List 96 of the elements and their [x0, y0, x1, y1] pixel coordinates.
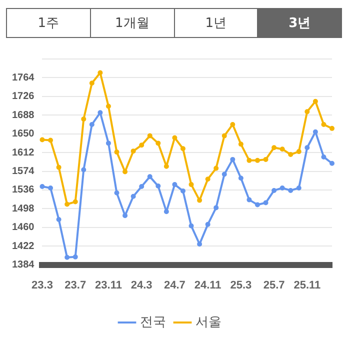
point	[205, 176, 210, 182]
point	[40, 137, 45, 142]
point	[64, 254, 70, 260]
point	[147, 133, 152, 138]
point	[188, 182, 194, 188]
point	[139, 142, 144, 148]
point	[139, 184, 144, 190]
x-tick-label: 25.3	[230, 279, 252, 292]
y-tick-label: 1612	[12, 147, 35, 158]
x-tick-label: 24.3	[130, 279, 152, 292]
point	[122, 213, 128, 218]
point	[197, 198, 202, 203]
x-tick-label: 24.7	[164, 279, 186, 292]
y-tick-label: 1726	[12, 91, 35, 102]
point	[272, 145, 277, 150]
point	[254, 158, 260, 163]
x-tick-label: 23.11	[95, 279, 122, 292]
text: 1개월	[90, 9, 174, 37]
point	[114, 150, 120, 155]
point	[246, 158, 252, 163]
legend-label: 서울	[196, 314, 222, 330]
point	[89, 80, 94, 86]
text: 1년	[174, 9, 258, 37]
x-tick-label: 25.7	[263, 279, 285, 292]
point	[156, 140, 161, 146]
point	[197, 242, 202, 247]
point	[130, 148, 136, 154]
y-tick-label: 1764	[12, 72, 35, 84]
point	[230, 156, 236, 162]
point	[214, 205, 219, 210]
point	[296, 185, 302, 190]
x-tick-label: 23.7	[64, 279, 86, 292]
y-tick-label: 1574	[12, 166, 35, 178]
text: 1주	[36, 15, 60, 33]
point	[222, 172, 227, 177]
point	[122, 169, 128, 174]
point	[246, 197, 252, 202]
point	[89, 122, 94, 127]
point	[272, 188, 277, 193]
y-tick-label: 1536	[12, 184, 35, 196]
point	[321, 154, 326, 160]
point	[330, 160, 334, 166]
point	[288, 188, 294, 193]
point	[296, 149, 302, 154]
point	[72, 199, 78, 204]
point	[56, 217, 62, 222]
y-tick-label: 1460	[12, 222, 35, 234]
point	[214, 166, 219, 171]
point	[40, 184, 45, 190]
point	[147, 174, 152, 180]
point	[304, 109, 310, 114]
point	[180, 146, 186, 152]
point	[156, 184, 161, 189]
point	[263, 200, 268, 206]
x-tick-label: 25.11	[294, 279, 321, 292]
point	[130, 194, 136, 199]
point	[48, 138, 54, 143]
point	[164, 209, 169, 214]
point	[254, 202, 260, 208]
point	[180, 188, 186, 194]
point	[106, 140, 111, 146]
y-tick-label: 1384	[12, 260, 35, 271]
point	[304, 145, 310, 150]
y-tick-label: 1498	[12, 203, 35, 214]
point	[64, 202, 70, 207]
y-tick-label: 1650	[12, 128, 35, 140]
point	[230, 122, 236, 127]
x-tick-label: 24.11	[194, 279, 222, 292]
point	[81, 167, 86, 172]
text: 3년	[257, 9, 341, 37]
point	[312, 98, 318, 104]
point	[172, 182, 178, 188]
point	[321, 122, 326, 127]
point	[280, 185, 285, 190]
point	[280, 146, 285, 152]
point	[56, 164, 62, 170]
point	[48, 185, 54, 190]
point	[114, 190, 120, 196]
point	[172, 135, 178, 140]
point	[106, 104, 111, 109]
point	[205, 222, 210, 227]
legend-label: 전국	[140, 314, 166, 330]
y-tick-label: 1422	[12, 240, 35, 252]
point	[238, 142, 244, 147]
point	[222, 133, 227, 138]
point	[263, 156, 268, 162]
y-tick-label: 1688	[12, 110, 35, 121]
point	[238, 176, 244, 181]
point	[188, 223, 194, 228]
point	[288, 152, 294, 158]
point	[81, 116, 86, 122]
point	[330, 126, 334, 131]
x-tick-label: 23.3	[32, 279, 53, 292]
point	[98, 70, 103, 76]
point	[72, 254, 78, 260]
point	[312, 129, 318, 134]
